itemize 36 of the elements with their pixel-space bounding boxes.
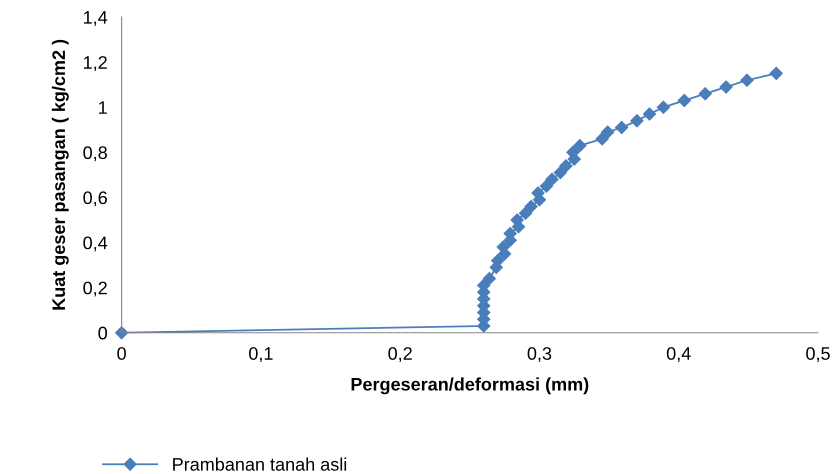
point: [678, 94, 691, 108]
y-tick-label: 0,2: [83, 282, 107, 297]
point: [698, 87, 712, 100]
y-tick-label: 1,4: [84, 11, 108, 26]
point: [524, 200, 538, 214]
point: [554, 166, 567, 180]
x-tick-label: 0,3: [528, 347, 552, 362]
y-tick-label: 0,4: [83, 236, 108, 252]
y-tick-label: 0: [98, 326, 108, 340]
x-tick-label: 0,5: [806, 347, 830, 362]
point: [740, 74, 754, 87]
point: [540, 180, 554, 193]
point: [545, 172, 559, 186]
point: [573, 139, 586, 152]
point: [770, 66, 783, 80]
point: [601, 125, 614, 139]
x-tick-label: 0,4: [666, 347, 691, 362]
y-tick-label: 0,6: [83, 191, 107, 206]
y-tick-label: 1,2: [84, 56, 107, 72]
y-tick-label: 1: [99, 101, 107, 114]
legend-label: Prambanan tanah asli: [173, 458, 346, 471]
x-axis-title: Pergeseran/deformasi (mm): [352, 377, 588, 394]
point: [630, 114, 644, 128]
x-tick-label: 0,2: [388, 347, 412, 362]
y-tick-label: 0,8: [83, 146, 107, 162]
x-tick-label: 0: [117, 347, 126, 360]
point: [518, 206, 532, 220]
point: [615, 120, 628, 134]
point: [559, 159, 572, 172]
point: [642, 107, 656, 121]
point: [596, 132, 609, 146]
point: [719, 80, 733, 94]
point: [656, 100, 670, 114]
point: [482, 272, 496, 286]
x-tick-label: 0,1: [249, 347, 273, 362]
y-axis-title: Kuat geser pasangan ( kg/cm2 ): [52, 40, 69, 310]
